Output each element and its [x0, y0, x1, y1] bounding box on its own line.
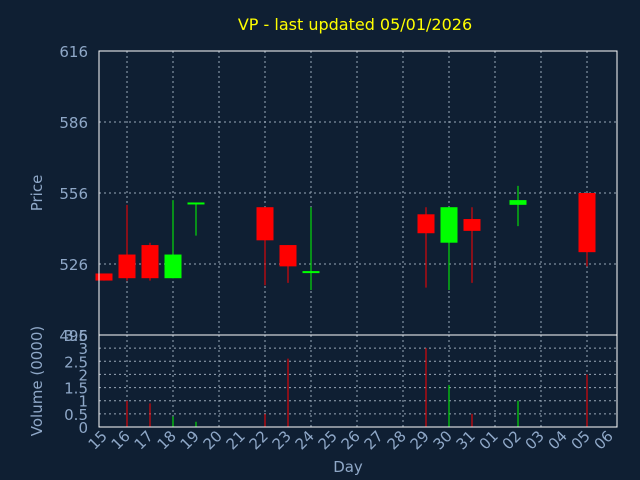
- candle-body: [302, 271, 320, 274]
- volume-axis-label: Volume (0000): [28, 326, 46, 436]
- volume-tick-label: 3: [78, 340, 88, 358]
- candle-body: [440, 207, 458, 243]
- price-tick-label: 616: [59, 43, 88, 61]
- candle-body: [509, 200, 527, 205]
- volume-tick-label: 1.5: [64, 380, 88, 398]
- price-tick-labels: 496 526 556 586 616: [59, 43, 88, 345]
- chart-title: VP - last updated 05/01/2026: [238, 15, 472, 34]
- candle-body: [256, 207, 274, 241]
- candle-body: [164, 254, 182, 279]
- price-tick-label: 526: [59, 256, 88, 274]
- volume-tick-label: 0.5: [64, 406, 88, 424]
- volume-tick-label: 0: [78, 419, 88, 437]
- price-tick-label: 496: [59, 327, 88, 345]
- candle-body: [417, 214, 435, 234]
- x-axis-label: Day: [333, 458, 363, 476]
- volume-tick-labels: 00.511.522.533.5: [64, 327, 88, 437]
- candle-body: [279, 245, 297, 267]
- candle-body: [141, 245, 159, 279]
- x-tick-labels: 1516171819202122232425262728293031010203…: [85, 427, 617, 453]
- candle-body: [95, 273, 113, 281]
- volume-tick-label: 2: [78, 366, 88, 384]
- volume-tick-label: 2.5: [64, 353, 88, 371]
- candle-body: [578, 193, 596, 253]
- price-tick-label: 586: [59, 114, 88, 132]
- volume-bars: [126, 348, 588, 427]
- price-tick-label: 556: [59, 185, 88, 203]
- volume-tick-label: 3.5: [64, 327, 88, 345]
- candle-body: [118, 254, 136, 279]
- volume-plot-frame: [98, 334, 618, 428]
- candles: [95, 185, 596, 291]
- volume-tick-label: 1: [78, 393, 88, 411]
- candle-body: [187, 202, 205, 205]
- price-axis-label: Price: [28, 175, 46, 212]
- candle-body: [463, 219, 481, 231]
